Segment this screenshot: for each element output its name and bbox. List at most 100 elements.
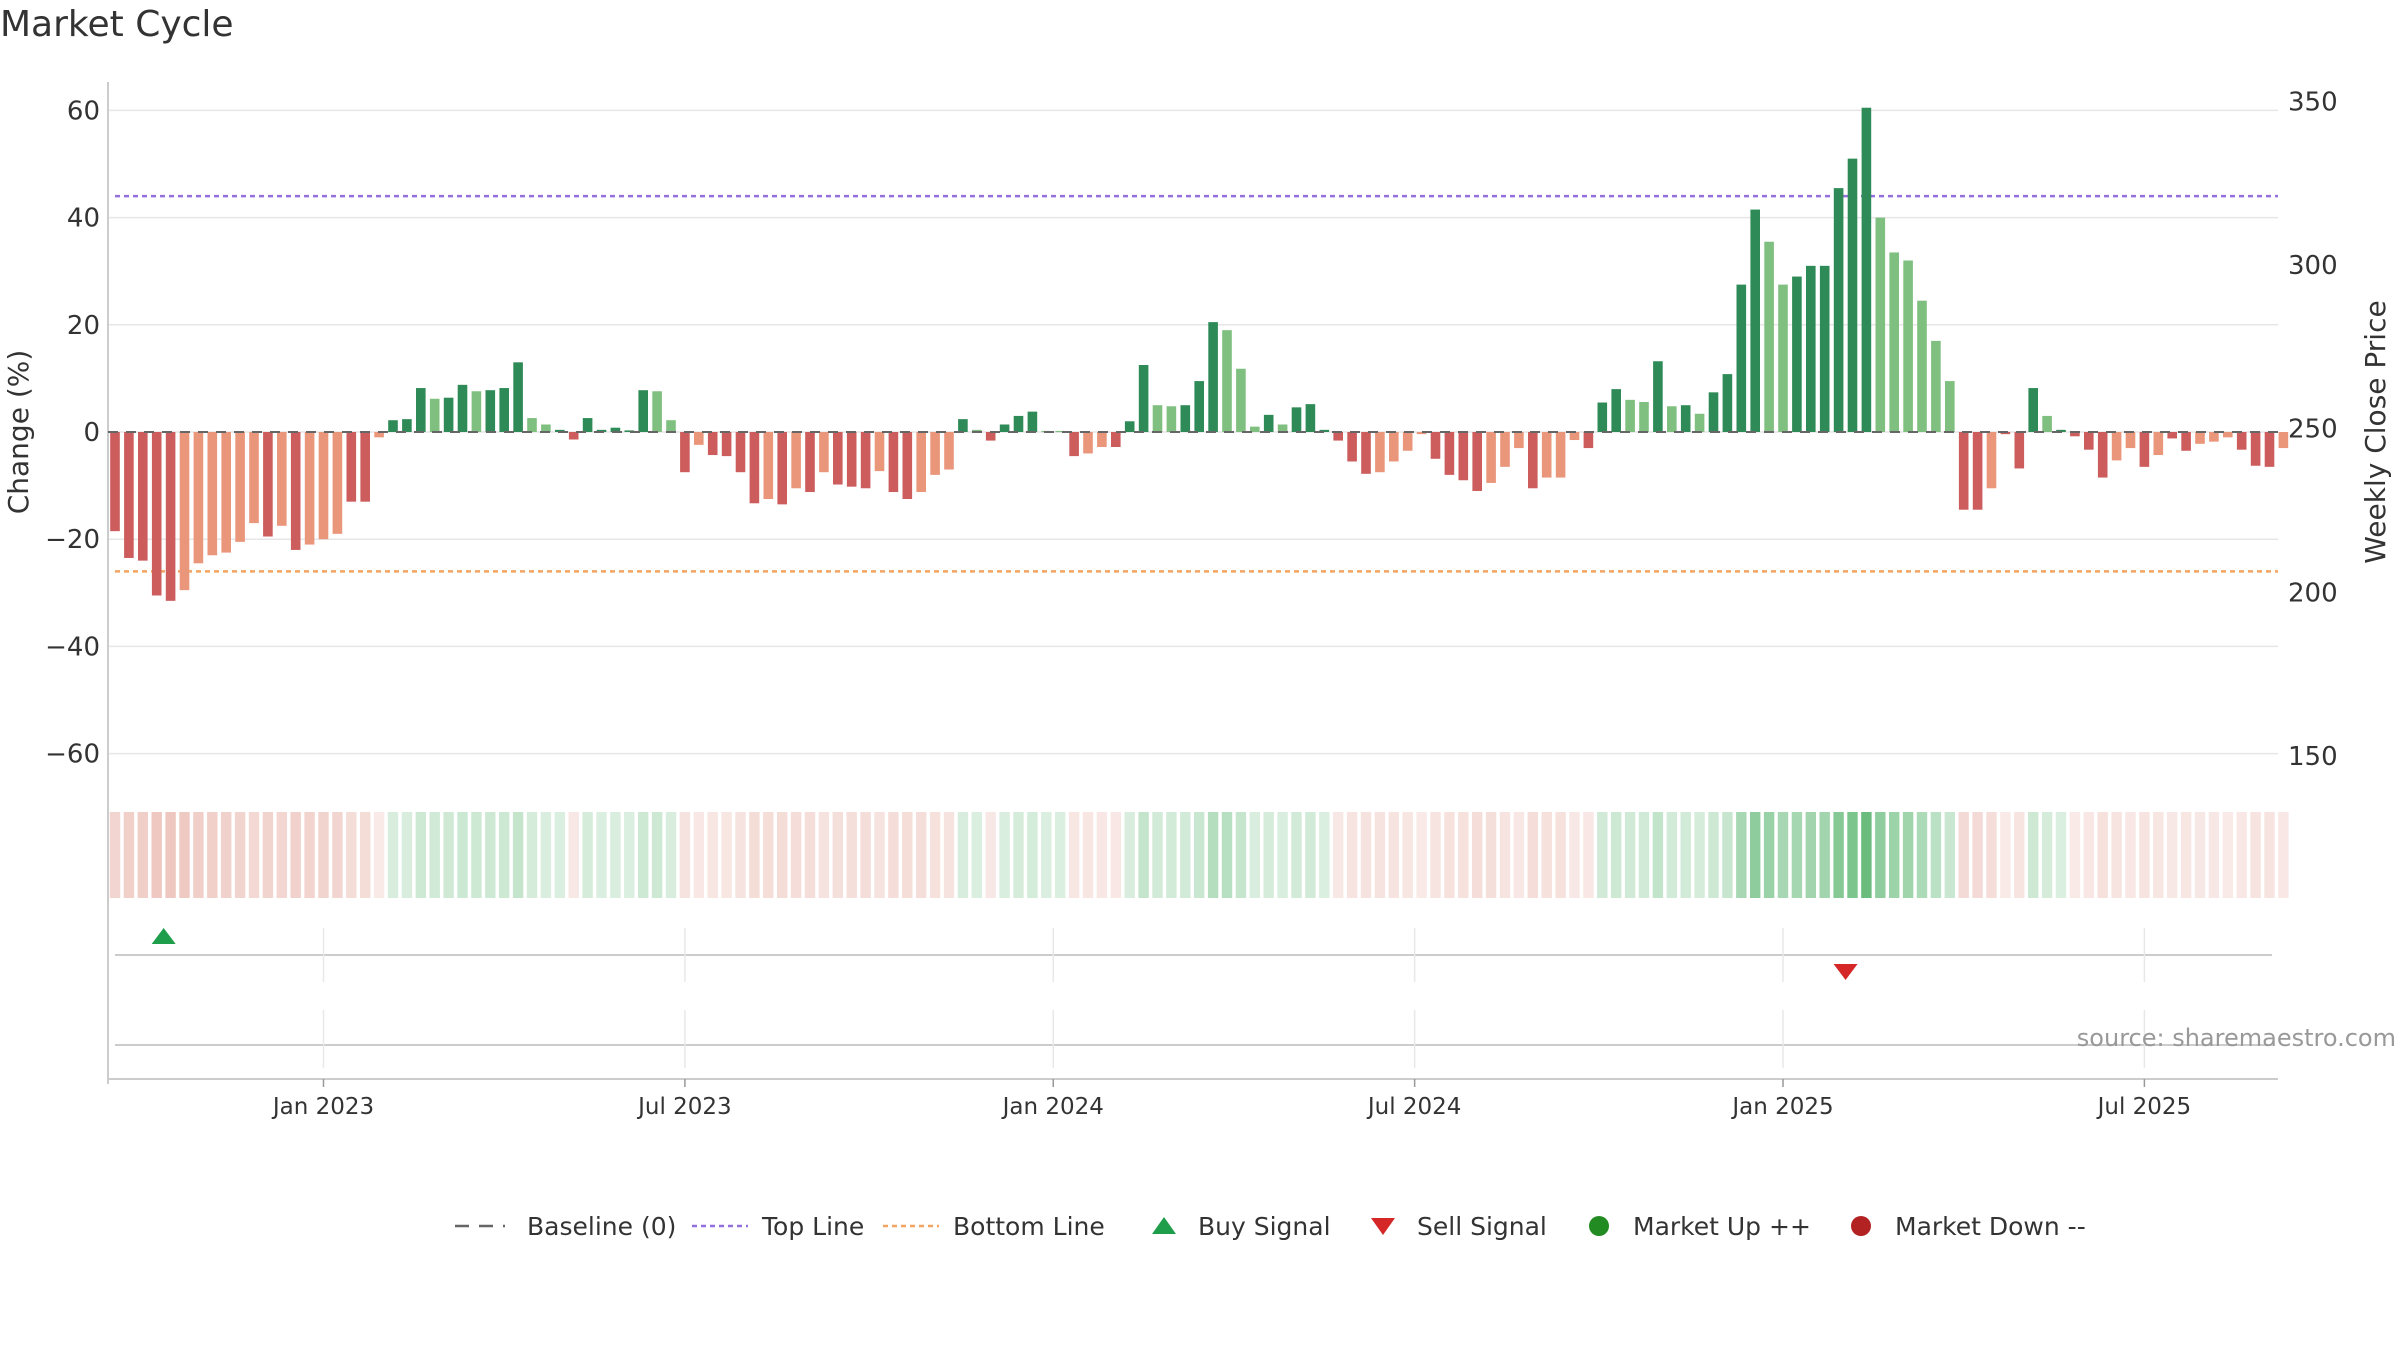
change-bar	[124, 432, 134, 558]
change-bar	[221, 432, 231, 553]
heat-cell	[1499, 812, 1511, 898]
heat-cell	[1722, 812, 1733, 898]
heat-cell	[1541, 812, 1552, 898]
change-bar	[1541, 432, 1552, 478]
change-bar	[1361, 432, 1371, 474]
change-bar	[471, 391, 482, 432]
change-bar	[1180, 405, 1191, 432]
heat-cell	[1235, 812, 1247, 898]
y-left-tick-label: −20	[45, 525, 100, 555]
heat-cell	[1736, 812, 1747, 898]
change-bar	[374, 432, 384, 438]
heat-cell	[234, 812, 246, 898]
change-bar	[666, 420, 676, 432]
change-bar	[2209, 432, 2219, 442]
change-bar	[1778, 284, 1788, 432]
heat-cell	[2208, 812, 2220, 898]
heat-cell	[1986, 812, 1997, 898]
heat-cell	[596, 812, 607, 898]
change-bars	[108, 107, 2289, 601]
heat-cell	[526, 812, 538, 898]
heat-cell	[1597, 812, 1608, 898]
heat-cell	[2028, 812, 2039, 898]
heat-cell	[1750, 812, 1761, 898]
heat-cell	[429, 812, 440, 898]
change-bar	[1917, 300, 1927, 432]
change-bar	[360, 432, 370, 502]
heat-cell	[665, 812, 677, 898]
change-bar	[541, 424, 551, 432]
change-bar	[1402, 432, 1413, 451]
change-bar	[2153, 432, 2164, 456]
change-bar	[2000, 432, 2011, 435]
change-bar	[429, 398, 440, 432]
change-bar	[2139, 432, 2150, 467]
change-bar	[860, 432, 871, 489]
heat-cell	[2139, 812, 2150, 898]
change-bar	[638, 390, 648, 432]
reference-lines	[115, 194, 2278, 573]
heat-cell	[1430, 812, 1441, 898]
change-bar	[402, 419, 412, 432]
change-bar	[1653, 361, 1663, 432]
change-bar	[1152, 405, 1163, 432]
change-bar	[1291, 407, 1302, 432]
heat-cell	[1013, 812, 1024, 898]
change-bar	[596, 429, 607, 432]
change-bar	[1819, 265, 1830, 432]
change-bar	[1833, 188, 1844, 432]
change-bar	[2167, 432, 2177, 439]
heat-cell	[443, 812, 454, 898]
heat-cell	[471, 812, 482, 898]
change-bar	[1875, 217, 1886, 432]
change-bar	[1194, 381, 1204, 432]
change-bar	[1708, 392, 1719, 432]
heat-cell	[2264, 812, 2275, 898]
change-bar	[680, 432, 690, 473]
change-bar	[2181, 432, 2191, 451]
change-bar	[2250, 432, 2261, 466]
heat-cell	[2222, 812, 2233, 898]
change-bar	[1263, 414, 1274, 432]
change-bar	[1319, 429, 1330, 432]
change-bar	[1958, 432, 1969, 510]
heat-cell	[332, 812, 343, 898]
change-bar	[1889, 252, 1899, 432]
heat-cell	[1402, 812, 1413, 898]
change-bar	[1124, 421, 1135, 432]
heat-cell	[832, 812, 843, 898]
change-bar	[1013, 415, 1024, 432]
y-left-tick-label: 60	[67, 96, 100, 126]
legend-item: Market Down --	[1851, 1212, 2086, 1241]
change-bar	[721, 432, 732, 457]
y-left-tick-label: −60	[45, 740, 100, 770]
heat-cell	[457, 812, 468, 898]
heat-cell	[1291, 812, 1302, 898]
change-bar	[1792, 276, 1802, 432]
heat-cell	[373, 812, 385, 898]
heat-cell	[207, 812, 218, 898]
heat-cell	[749, 812, 760, 898]
heat-cell	[610, 812, 621, 898]
heat-cell	[1666, 812, 1677, 898]
heat-cell	[2000, 812, 2011, 898]
legend-item: Buy Signal	[1152, 1212, 1331, 1241]
change-bar	[2028, 388, 2038, 432]
change-bar	[1083, 432, 1093, 454]
legend: Baseline (0) Top Line Bottom Line Buy Signa…	[455, 1212, 2086, 1241]
change-bar	[499, 388, 509, 432]
change-bar	[1514, 432, 1524, 449]
heat-cell	[1152, 812, 1163, 898]
heat-cell	[1305, 812, 1316, 898]
change-bar	[999, 424, 1010, 432]
change-bar	[1722, 374, 1733, 432]
change-bar	[2014, 432, 2025, 469]
heat-cell	[985, 812, 996, 898]
heat-cell	[1555, 812, 1566, 898]
change-bar	[805, 432, 815, 493]
change-bar	[1736, 284, 1747, 432]
heat-cell	[415, 812, 426, 898]
legend-label: Market Up ++	[1633, 1212, 1811, 1241]
change-bar	[2070, 432, 2080, 437]
heat-cell	[999, 812, 1010, 898]
